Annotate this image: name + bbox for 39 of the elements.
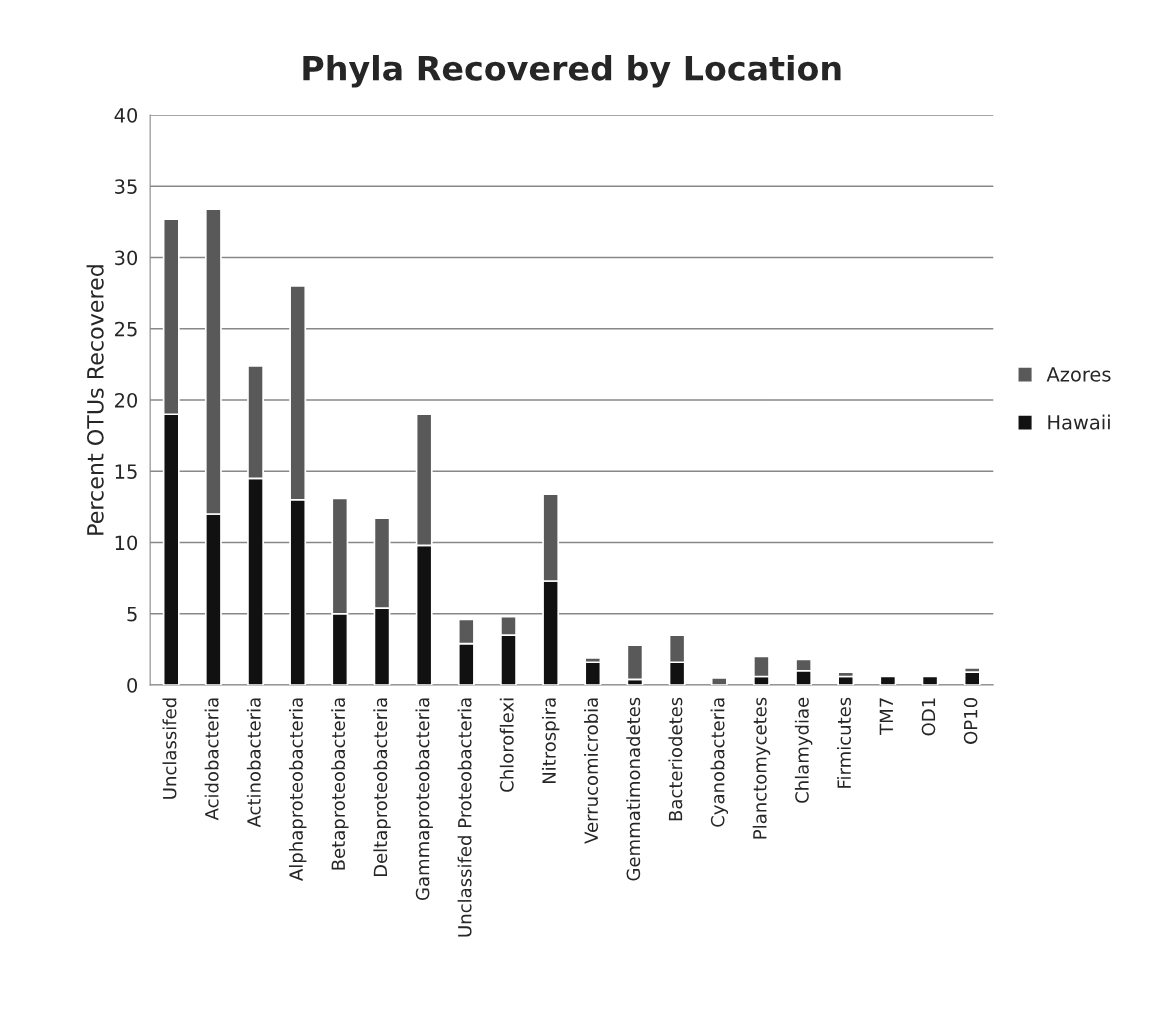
y-tick-label: 35 (115, 179, 137, 194)
chart-title: Phyla Recovered by Location (303, 54, 841, 88)
x-tick-label: Chlamydiae (794, 697, 813, 803)
x-tick-label: Firmicutes (837, 697, 851, 788)
x-tick-label: Alphaproteobacteria (288, 698, 307, 881)
y-axis-title: Percent OTUs Recovered (86, 265, 104, 535)
legend-label: Hawaii (1048, 414, 1110, 430)
y-tick-label: 40 (114, 107, 138, 123)
bar (921, 675, 939, 686)
bar (963, 671, 981, 686)
x-tick-label: Cyanobacteria (710, 698, 729, 827)
x-tick-label: Chloroflexi (499, 698, 514, 792)
y-tick-label: 0 (127, 677, 138, 693)
y-tick-label: 30 (115, 250, 138, 266)
y-tick-label: 5 (127, 606, 137, 622)
x-tick-label: Unclassifed Proteobacteria (457, 698, 472, 937)
x-tick-label: Gemmatimonadetes (626, 697, 641, 881)
x-tick-label: Planctomycetes (752, 697, 771, 839)
x-tick-label: Verrucomicrobia (584, 698, 599, 844)
x-tick-label: OP10 (963, 698, 978, 744)
bar (626, 644, 644, 681)
bar (879, 675, 897, 686)
legend-label: Azores (1046, 367, 1111, 382)
x-tick-label: Gammaproteobacteria (415, 698, 433, 900)
bar (584, 661, 602, 686)
x-tick-label: TM7 (879, 698, 893, 735)
y-tick-label: 20 (115, 392, 138, 408)
x-tick-label: Bacteriodetes (668, 697, 683, 821)
x-tick-label: Unclassifed (162, 698, 177, 799)
x-tick-label: Betaproteobacteria (331, 698, 349, 870)
y-tick-label: 15 (115, 464, 137, 479)
x-tick-label: Deltaproteobacteria (373, 698, 391, 877)
y-tick-label: 10 (115, 535, 138, 551)
y-tick-label: 25 (115, 321, 137, 337)
x-tick-label: Acidobacteria (204, 698, 219, 821)
x-tick-label: Actinobacteria (246, 698, 261, 828)
x-tick-label: Nitrospira (541, 698, 560, 784)
bar (710, 677, 728, 686)
x-tick-label: OD1 (921, 698, 936, 736)
